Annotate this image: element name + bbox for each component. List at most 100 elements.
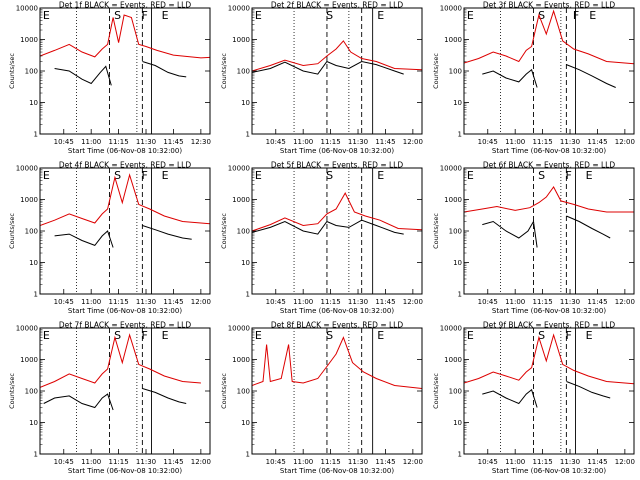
x-tick-label: 12:30 — [191, 138, 211, 146]
x-tick-label: 11:45 — [587, 298, 607, 306]
x-tick-label: 11:15 — [109, 138, 129, 146]
interval-letter: E — [43, 329, 50, 342]
x-tick-label: 11:15 — [321, 458, 341, 466]
x-tick-label: 10:45 — [266, 298, 286, 306]
events-series-line — [142, 225, 192, 240]
interval-letter: E — [255, 169, 262, 182]
events-series-line — [566, 215, 611, 239]
y-axis-label: Counts/sec — [8, 373, 16, 409]
interval-letter: S — [326, 329, 333, 342]
x-tick-label: 11:15 — [533, 298, 553, 306]
x-tick-label: 11:15 — [533, 138, 553, 146]
x-tick-label: 12:00 — [615, 458, 635, 466]
y-tick-label: 1000 — [444, 356, 462, 364]
x-tick-label: 11:45 — [163, 298, 183, 306]
interval-letter: S — [114, 169, 121, 182]
x-tick-label: 11:30 — [348, 138, 368, 146]
y-tick-label: 10 — [453, 259, 462, 267]
x-tick-label: 11:45 — [375, 458, 395, 466]
y-tick-label: 10000 — [440, 5, 462, 13]
x-tick-label: 11:30 — [348, 298, 368, 306]
x-axis-label: Start Time (06-Nov-08 10:32:00) — [280, 307, 394, 315]
lld-series-line — [464, 333, 634, 385]
y-tick-label: 1 — [246, 451, 250, 459]
plot-frame — [39, 327, 211, 455]
y-tick-label: 1 — [34, 131, 38, 139]
x-tick-label: 10:45 — [266, 458, 286, 466]
x-axis-label: Start Time (06-Nov-08 10:32:00) — [492, 307, 606, 315]
interval-letter: S — [538, 329, 545, 342]
y-tick-label: 1000 — [444, 36, 462, 44]
lld-series-line — [252, 192, 422, 232]
y-tick-label: 100 — [449, 388, 462, 396]
x-tick-label: 11:15 — [321, 138, 341, 146]
x-tick-label: 11:00 — [293, 138, 313, 146]
y-axis-label: Counts/sec — [432, 373, 440, 409]
events-series-line — [142, 388, 187, 404]
interval-letter: E — [162, 9, 169, 22]
x-tick-label: 11:00 — [81, 458, 101, 466]
y-tick-label: 10 — [241, 259, 250, 267]
x-tick-label: 11:30 — [560, 458, 580, 466]
y-tick-label: 10000 — [228, 5, 250, 13]
y-tick-label: 100 — [237, 388, 250, 396]
x-tick-label: 11:45 — [163, 138, 183, 146]
x-tick-label: 11:00 — [293, 298, 313, 306]
y-tick-label: 1 — [34, 451, 38, 459]
lld-series-line — [252, 40, 422, 72]
y-tick-label: 1000 — [232, 356, 250, 364]
interval-letter: E — [162, 329, 169, 342]
interval-letter: E — [43, 9, 50, 22]
y-tick-label: 10 — [29, 99, 38, 107]
interval-letter: S — [326, 169, 333, 182]
x-tick-label: 11:00 — [293, 458, 313, 466]
x-tick-label: 12:00 — [403, 458, 423, 466]
subplot-title: Det 3f BLACK = Events, RED = LLD — [483, 1, 616, 10]
y-tick-label: 1 — [458, 131, 462, 139]
plot-frame — [463, 167, 635, 295]
events-series-line — [252, 219, 404, 235]
y-tick-label: 1 — [246, 291, 250, 299]
y-axis-label: Counts/sec — [8, 213, 16, 249]
subplot-title: Det 2f BLACK = Events, RED = LLD — [271, 1, 404, 10]
lld-series-line — [40, 14, 210, 59]
interval-letter: E — [255, 329, 262, 342]
y-tick-label: 10000 — [440, 165, 462, 173]
y-tick-label: 10000 — [16, 5, 38, 13]
y-tick-label: 100 — [25, 228, 38, 236]
x-tick-label: 12:00 — [403, 298, 423, 306]
x-tick-label: 11:30 — [348, 458, 368, 466]
interval-letter: E — [586, 169, 593, 182]
events-series-line — [566, 381, 611, 399]
y-tick-label: 1000 — [20, 356, 38, 364]
interval-letter: E — [467, 169, 474, 182]
x-tick-label: 11:45 — [375, 298, 395, 306]
x-tick-label: 10:45 — [478, 138, 498, 146]
x-tick-label: 11:30 — [136, 458, 156, 466]
lld-series-line — [40, 333, 201, 388]
x-axis-label: Start Time (06-Nov-08 10:32:00) — [280, 467, 394, 475]
interval-letter: S — [538, 169, 545, 182]
subplot-title: Det 5f BLACK = Events, RED = LLD — [271, 161, 404, 170]
x-axis-label: Start Time (06-Nov-08 10:32:00) — [68, 147, 182, 155]
events-series-line — [43, 393, 114, 411]
x-axis-label: Start Time (06-Nov-08 10:32:00) — [492, 147, 606, 155]
interval-letter: E — [377, 169, 384, 182]
interval-letter: F — [142, 329, 148, 342]
y-axis-label: Counts/sec — [220, 213, 228, 249]
x-axis-label: Start Time (06-Nov-08 10:32:00) — [280, 147, 394, 155]
subplot-title: Det 9f BLACK = Events, RED = LLD — [483, 321, 616, 330]
y-tick-label: 1000 — [444, 196, 462, 204]
interval-letter: E — [162, 169, 169, 182]
x-tick-label: 10:45 — [266, 138, 286, 146]
x-tick-label: 11:30 — [560, 298, 580, 306]
events-series-line — [566, 64, 616, 88]
events-series-line — [482, 68, 538, 88]
interval-letter: S — [538, 9, 545, 22]
y-tick-label: 10000 — [16, 325, 38, 333]
subplot-title: Det 7f BLACK = Events, RED = LLD — [59, 321, 192, 330]
